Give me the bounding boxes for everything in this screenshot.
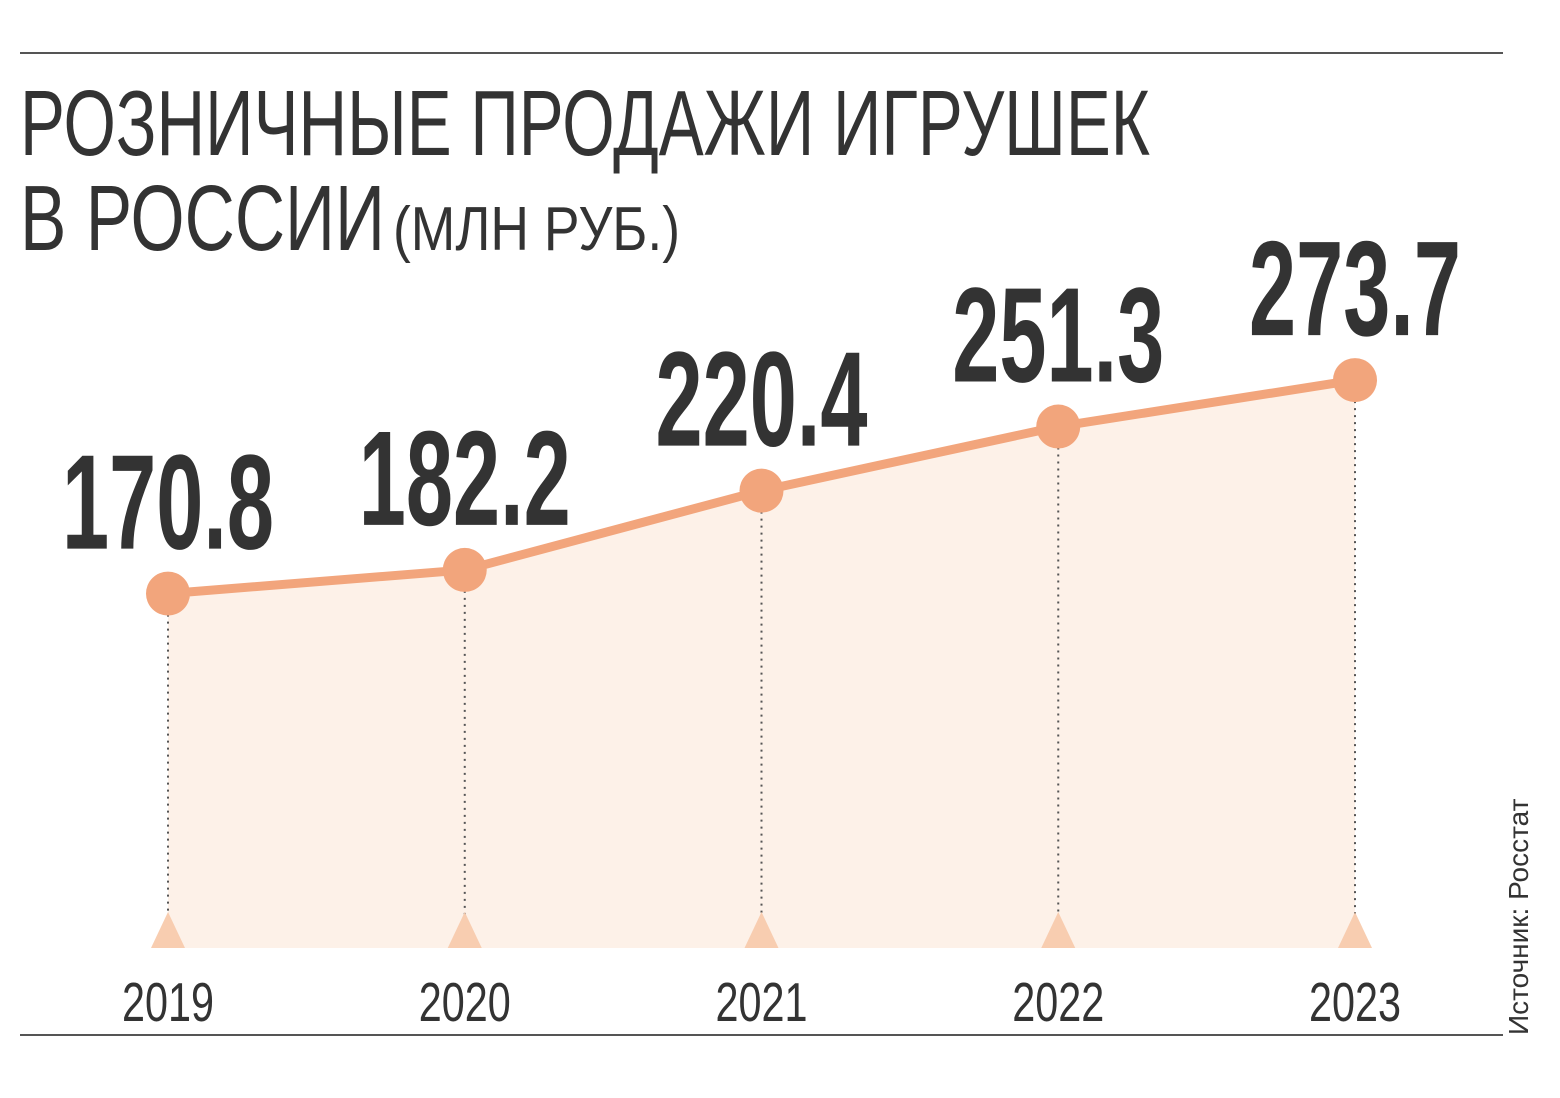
- x-tick-label: 2020: [419, 971, 511, 1033]
- value-label: 182.2: [359, 403, 571, 554]
- marker-triangle: [744, 912, 779, 948]
- x-tick-label: 2021: [716, 971, 808, 1033]
- source: Источник: Росстат: [1503, 798, 1534, 1035]
- chart-title: РОЗНИЧНЫЕ ПРОДАЖИ ИГРУШЕК: [20, 71, 1150, 175]
- marker-triangle: [1041, 912, 1076, 948]
- marker-triangle: [1338, 912, 1372, 948]
- x-tick-label: 2022: [1012, 971, 1104, 1033]
- point: [739, 468, 784, 513]
- point: [1036, 404, 1081, 449]
- value-label: 251.3: [952, 260, 1164, 411]
- point: [442, 547, 487, 592]
- marker-triangle: [151, 912, 185, 948]
- value-label: 220.4: [656, 324, 868, 475]
- value-label: 273.7: [1249, 213, 1461, 364]
- chart-title: В РОССИИ: [20, 166, 385, 270]
- marker-triangle: [447, 912, 482, 948]
- point: [1333, 358, 1377, 403]
- point: [146, 571, 190, 616]
- x-tick-label: 2019: [122, 971, 214, 1033]
- value-label: 170.8: [62, 427, 274, 578]
- x-tick-label: 2023: [1309, 971, 1401, 1033]
- chart-subtitle: (МЛН РУБ.): [393, 195, 680, 264]
